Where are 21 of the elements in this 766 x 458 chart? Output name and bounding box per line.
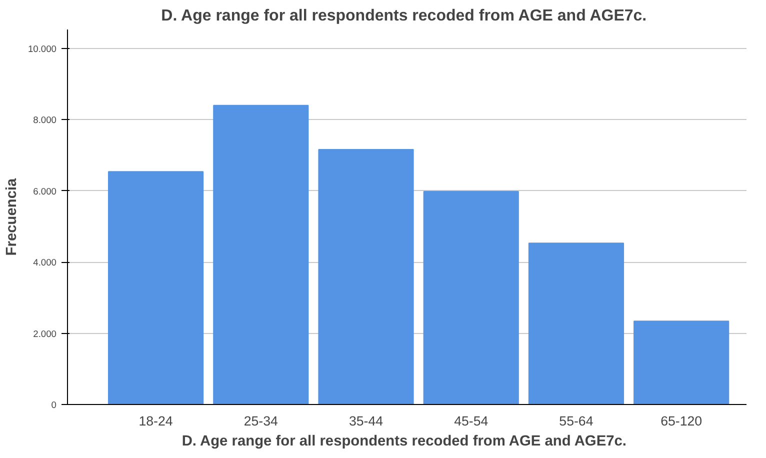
bar: [318, 149, 414, 404]
chart-title: D. Age range for all respondents recoded from AGE and AGE7c.: [161, 8, 647, 24]
x-tick-label: 55-64: [559, 414, 594, 428]
y-tick-label: 2.000: [33, 328, 56, 339]
y-axis-title: Frecuencia: [4, 177, 20, 256]
x-tick-label: 18-24: [138, 414, 174, 428]
x-tick-label: 25-34: [244, 414, 279, 428]
bar: [528, 242, 624, 404]
bar: [634, 320, 730, 404]
bar: [423, 191, 519, 404]
x-tick-label: 45-54: [454, 414, 489, 428]
y-tick-label: 4.000: [33, 258, 56, 268]
y-tick-label: 10.000: [28, 44, 56, 54]
y-tick-label: 0: [51, 400, 57, 410]
bar: [213, 104, 309, 404]
x-tick-label: 35-44: [348, 414, 384, 428]
y-tick-label: 6.000: [33, 186, 56, 196]
y-tick-label: 8.000: [33, 115, 56, 126]
x-tick-label: 65-120: [660, 414, 702, 428]
x-axis-title: D. Age range for all respondents recoded from AGE and AGE7c.: [182, 434, 626, 450]
bar: [108, 171, 204, 404]
